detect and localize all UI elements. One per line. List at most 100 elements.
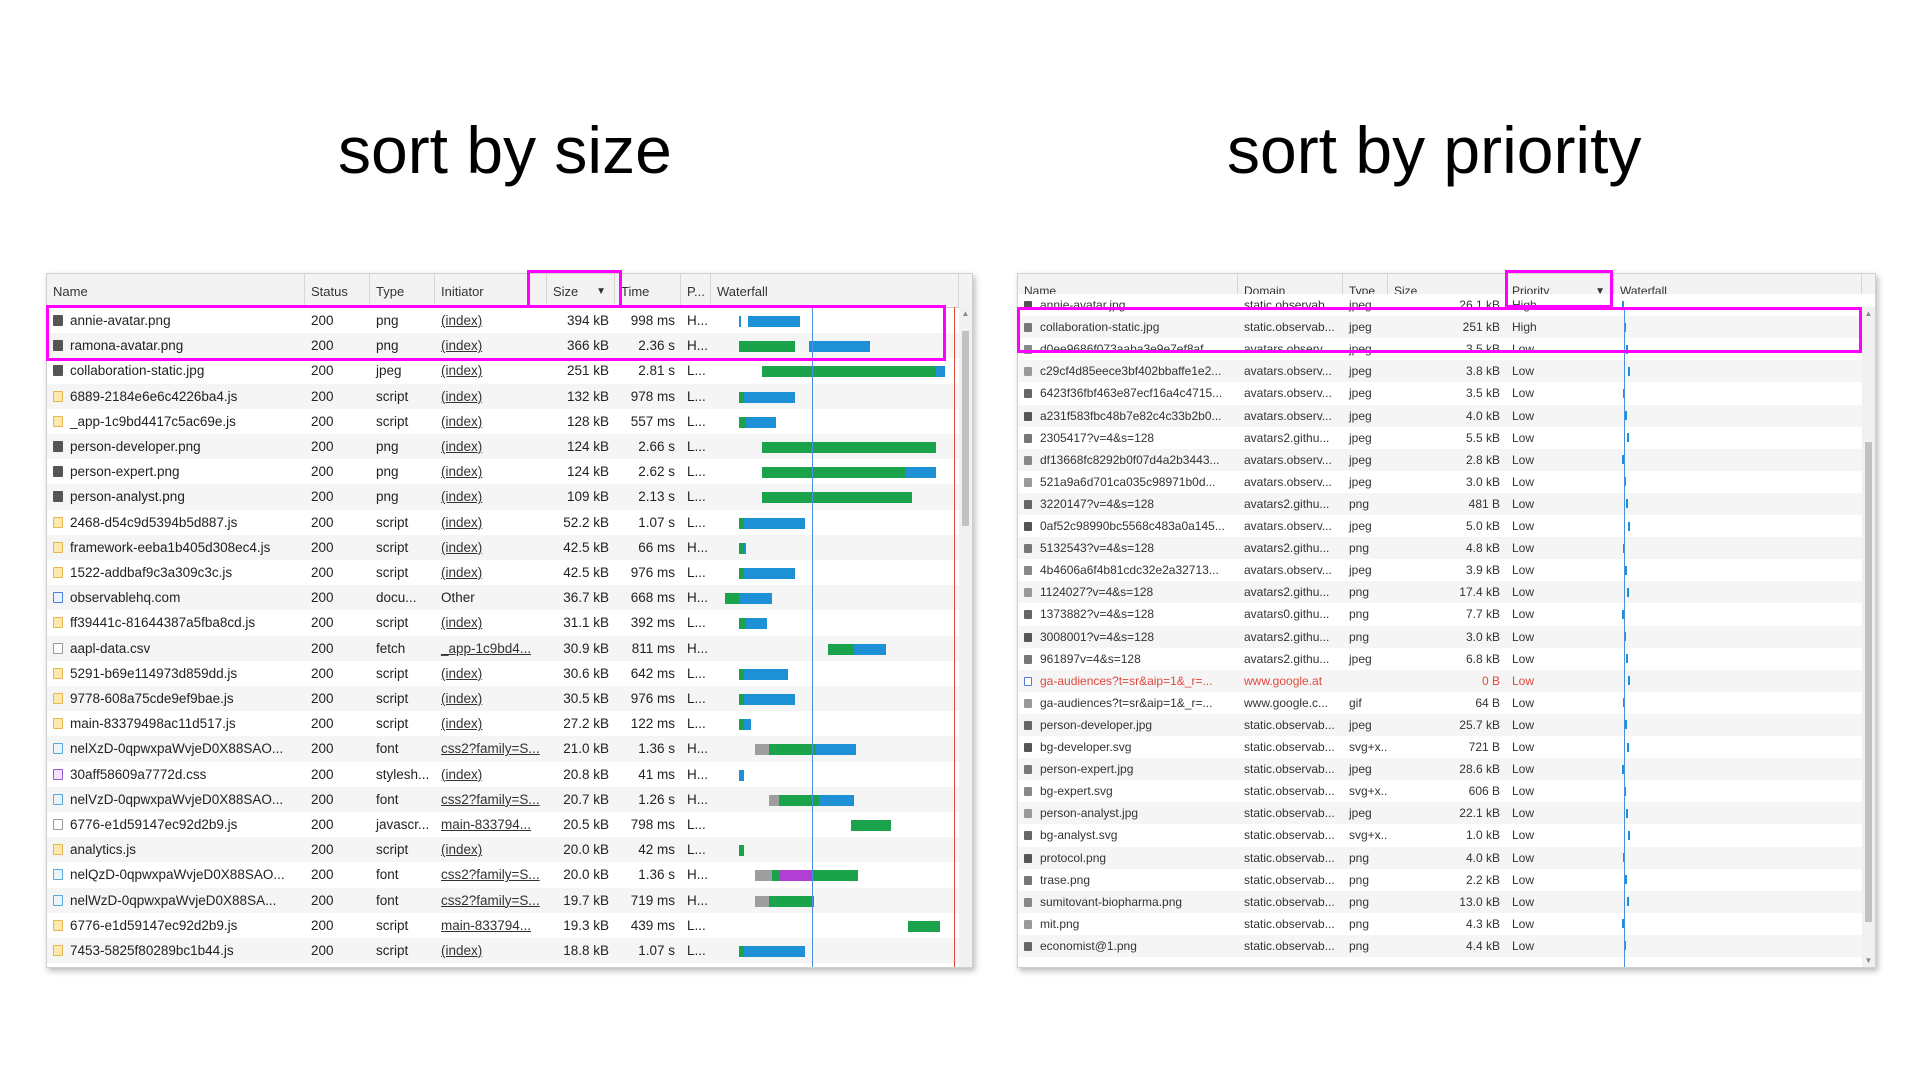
waterfall-bar-recv[interactable]: [743, 668, 789, 680]
cell-name[interactable]: 5132543?v=4&s=128: [1018, 537, 1238, 559]
table-row[interactable]: ga-audiences?t=sr&aip=1&_r=... www.google…: [1018, 691, 1875, 714]
scroll-up-icon[interactable]: ▲: [1864, 309, 1873, 318]
table-row[interactable]: 2305417?v=4&s=128 avatars2.githu... jpeg 5.…: [1018, 426, 1875, 449]
waterfall-bar-gray[interactable]: [755, 895, 770, 907]
waterfall-bar-wait[interactable]: [827, 643, 854, 655]
waterfall-bar-purple[interactable]: [778, 870, 814, 882]
cell-name[interactable]: 961897v=4&s=128: [1018, 648, 1238, 670]
scrollbar-thumb[interactable]: [1865, 442, 1872, 922]
waterfall-bar-recv[interactable]: [818, 794, 854, 806]
cell-name[interactable]: bg-analyst.svg: [1018, 824, 1238, 846]
waterfall-bar-wait[interactable]: [771, 870, 779, 882]
cell-name[interactable]: protocol.png: [1018, 847, 1238, 869]
table-row[interactable]: c29cf4d85eece3bf402bbaffe1e2... avatars.o…: [1018, 360, 1875, 383]
cell-initiator[interactable]: main-833794...: [435, 812, 547, 837]
waterfall-bar-wait[interactable]: [762, 442, 936, 454]
table-row[interactable]: sumitovant-biopharma.png static.observab.…: [1018, 890, 1875, 913]
waterfall-bar-recv[interactable]: [1627, 742, 1629, 752]
cell-initiator[interactable]: (index): [435, 938, 547, 963]
scroll-down-icon[interactable]: ▼: [1864, 956, 1873, 965]
waterfall-bar-recv[interactable]: [1624, 941, 1626, 951]
table-row[interactable]: _app-1c9bd4417c5ac69e.js 200 script (index)…: [47, 408, 972, 434]
table-row[interactable]: 30aff58609a7772d.css 200 stylesh... (index)…: [47, 761, 972, 787]
waterfall-bar-recv[interactable]: [853, 643, 887, 655]
table-row[interactable]: nelVzD-0qpwxpaWvjeD0X88SAO... 200 font css2…: [47, 786, 972, 812]
cell-initiator[interactable]: (index): [435, 686, 547, 711]
cell-name[interactable]: 5291-b69e114973d859dd.js: [47, 661, 305, 686]
waterfall-bar-gray[interactable]: [769, 794, 779, 806]
waterfall-bar-recv[interactable]: [816, 744, 857, 756]
table-row[interactable]: trase.png static.observab... png 2.2 kB Low: [1018, 868, 1875, 891]
cell-initiator[interactable]: (index): [435, 610, 547, 635]
table-row[interactable]: protocol.png static.observab... png 4.0 kB L…: [1018, 846, 1875, 869]
cell-initiator[interactable]: (index): [435, 434, 547, 459]
waterfall-bar-wait[interactable]: [739, 568, 744, 580]
waterfall-bar-recv[interactable]: [1625, 411, 1627, 421]
waterfall-bar-gray[interactable]: [755, 744, 770, 756]
cell-name[interactable]: annie-avatar.png: [47, 308, 305, 333]
table-row[interactable]: person-analyst.png 200 png (index) 109 kB 2.1…: [47, 484, 972, 510]
cell-initiator[interactable]: (index): [435, 333, 547, 358]
cell-name[interactable]: 1522-addbaf9c3a309c3c.js: [47, 560, 305, 585]
waterfall-bar-wait[interactable]: [769, 744, 817, 756]
cell-name[interactable]: 2305417?v=4&s=128: [1018, 427, 1238, 449]
cell-initiator[interactable]: (index): [435, 484, 547, 509]
waterfall-bar-recv[interactable]: [809, 341, 871, 353]
cell-initiator[interactable]: (index): [435, 560, 547, 585]
waterfall-bar-recv[interactable]: [743, 517, 805, 529]
cell-initiator[interactable]: (index): [435, 762, 547, 787]
table-row[interactable]: 521a9a6d701ca035c98971b0d... avatars.obse…: [1018, 470, 1875, 493]
waterfall-bar-recv[interactable]: [1626, 499, 1628, 509]
table-row[interactable]: 4b4606a6f4b81cdc32e2a32713... avatars.obs…: [1018, 559, 1875, 582]
cell-name[interactable]: 2468-d54c9d5394b5d887.js: [47, 510, 305, 535]
waterfall-bar-recv[interactable]: [739, 769, 744, 781]
cell-name[interactable]: 6423f36fbf463e87ecf16a4c4715...: [1018, 382, 1238, 404]
cell-name[interactable]: 0af52c98990bc5568c483a0a145...: [1018, 515, 1238, 537]
column-header-status[interactable]: Status: [305, 274, 370, 307]
cell-name[interactable]: framework-eeba1b405d308ec4.js: [47, 535, 305, 560]
cell-name[interactable]: ff39441c-81644387a5fba8cd.js: [47, 610, 305, 635]
waterfall-bar-wait[interactable]: [762, 467, 906, 479]
cell-name[interactable]: person-developer.jpg: [1018, 714, 1238, 736]
cell-name[interactable]: 1124027?v=4&s=128: [1018, 581, 1238, 603]
waterfall-bar-recv[interactable]: [1626, 808, 1628, 818]
table-row[interactable]: df13668fc8292b0f07d4a2b3443... avatars.ob…: [1018, 448, 1875, 471]
cell-name[interactable]: 30aff58609a7772d.css: [47, 762, 305, 787]
table-row[interactable]: bg-expert.svg static.observab... svg+x... 6…: [1018, 780, 1875, 803]
cell-initiator[interactable]: (index): [435, 510, 547, 535]
cell-initiator[interactable]: css2?family=S...: [435, 787, 547, 812]
waterfall-bar-recv[interactable]: [743, 719, 751, 731]
table-row[interactable]: person-developer.jpg static.observab... jp…: [1018, 713, 1875, 736]
cell-name[interactable]: main-83379498ac11d517.js: [47, 711, 305, 736]
table-row[interactable]: 0af52c98990bc5568c483a0a145... avatars.ob…: [1018, 515, 1875, 538]
table-row[interactable]: nelXzD-0qpwxpaWvjeD0X88SAO... 200 font css2…: [47, 736, 972, 762]
cell-initiator[interactable]: (index): [435, 661, 547, 686]
waterfall-bar-recv[interactable]: [1622, 455, 1624, 465]
waterfall-bar-wait[interactable]: [725, 593, 740, 605]
waterfall-bar-recv[interactable]: [743, 391, 796, 403]
table-row[interactable]: collaboration-static.jpg 200 jpeg (index) 25…: [47, 358, 972, 384]
table-row[interactable]: framework-eeba1b405d308ec4.js 200 script (i…: [47, 534, 972, 560]
waterfall-bar-recv[interactable]: [739, 593, 772, 605]
cell-name[interactable]: 6776-e1d59147ec92d2b9.js: [47, 913, 305, 938]
waterfall-bar-wait[interactable]: [778, 794, 819, 806]
vertical-scrollbar[interactable]: ▲ ▼: [1862, 307, 1875, 967]
cell-name[interactable]: bg-developer.svg: [1018, 736, 1238, 758]
waterfall-bar-recv[interactable]: [1624, 786, 1626, 796]
cell-name[interactable]: person-analyst.jpg: [1018, 802, 1238, 824]
waterfall-bar-recv[interactable]: [1622, 609, 1624, 619]
cell-name[interactable]: bg-expert.svg: [1018, 780, 1238, 802]
waterfall-bar-wait[interactable]: [739, 391, 744, 403]
waterfall-bar-recv[interactable]: [1622, 300, 1624, 310]
waterfall-bar-recv[interactable]: [1628, 366, 1630, 376]
cell-name[interactable]: aapl-data.csv: [47, 636, 305, 661]
vertical-scrollbar[interactable]: ▲: [959, 307, 972, 967]
cell-name[interactable]: 9778-608a75cde9ef9bae.js: [47, 686, 305, 711]
cell-initiator[interactable]: _app-1c9bd4...: [435, 636, 547, 661]
table-row[interactable]: person-developer.png 200 png (index) 124 kB 2…: [47, 434, 972, 460]
cell-name[interactable]: collaboration-static.jpg: [47, 358, 305, 383]
waterfall-bar-recv[interactable]: [905, 467, 936, 479]
cell-initiator[interactable]: (index): [435, 535, 547, 560]
table-row[interactable]: main-83379498ac11d517.js 200 script (index)…: [47, 711, 972, 737]
cell-name[interactable]: 4b4606a6f4b81cdc32e2a32713...: [1018, 559, 1238, 581]
